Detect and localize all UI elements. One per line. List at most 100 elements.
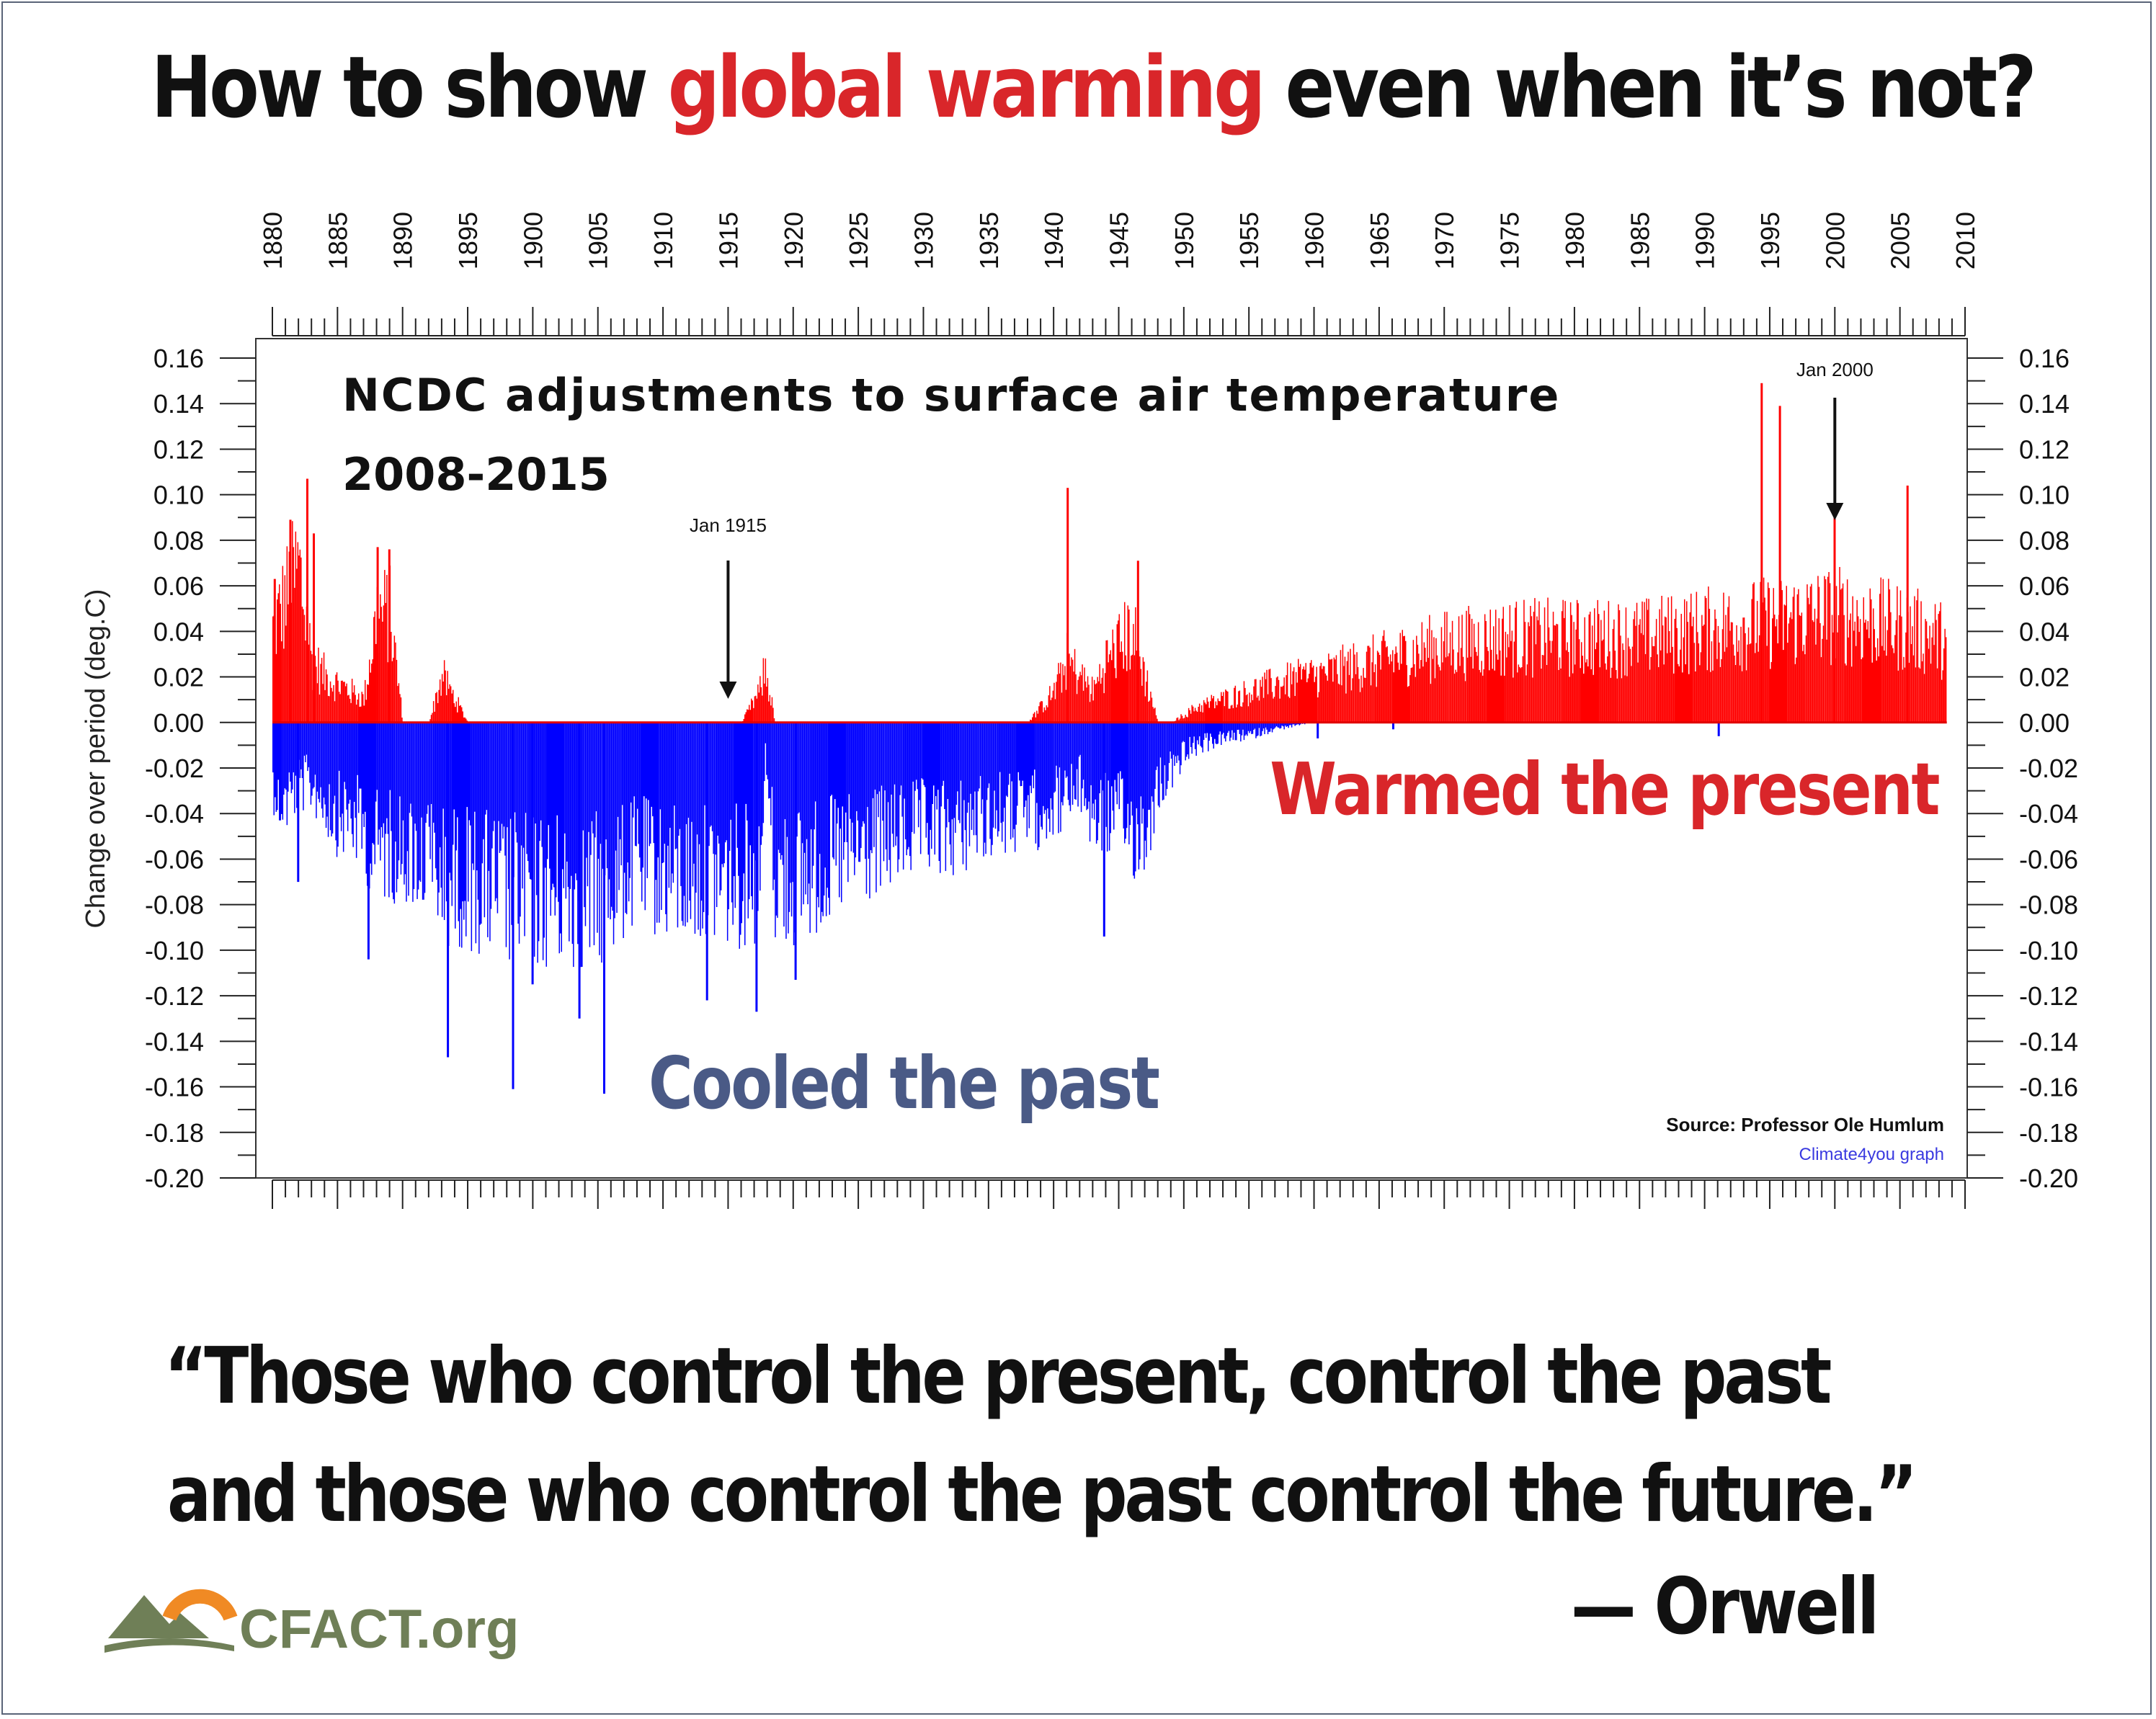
bar-positive	[1903, 656, 1905, 723]
bar-negative	[327, 722, 329, 837]
bar-negative	[543, 722, 545, 938]
bar-negative	[884, 722, 886, 791]
bar-positive	[1581, 642, 1582, 723]
y-tick-label-left: 0.14	[153, 389, 204, 419]
bar-positive	[378, 618, 380, 723]
bar-positive	[359, 707, 360, 723]
bar-negative	[963, 722, 965, 800]
chart-title: NCDC adjustments to surface air temperat…	[342, 369, 1560, 421]
bar-positive	[1275, 686, 1276, 723]
bar-negative	[703, 722, 705, 912]
bar-negative	[410, 722, 411, 804]
bar-positive	[762, 695, 763, 723]
bar-positive	[1447, 656, 1449, 723]
bar-negative	[365, 722, 366, 812]
bar-positive	[1859, 619, 1861, 723]
bar-negative	[277, 722, 278, 811]
bar-positive	[1614, 651, 1616, 723]
bar-negative	[571, 722, 572, 876]
bar-positive	[1453, 674, 1456, 723]
bar-negative	[846, 722, 848, 842]
bar-positive	[1043, 712, 1044, 723]
y-tick-label-right: 0.12	[2019, 434, 2070, 464]
bar-negative	[678, 722, 680, 836]
bar-positive	[1624, 675, 1626, 723]
bar-negative	[1294, 722, 1296, 726]
bar-negative	[481, 722, 484, 864]
bar-positive	[1767, 582, 1769, 723]
bar-negative	[574, 722, 576, 890]
bar-positive	[1118, 620, 1119, 723]
bar-positive	[1592, 625, 1593, 723]
bar-negative	[417, 722, 419, 890]
bar-negative	[1275, 722, 1276, 728]
bar-positive	[1485, 621, 1487, 723]
bar-positive	[1090, 694, 1092, 723]
bar-negative	[507, 722, 509, 889]
bar-positive	[1758, 651, 1759, 723]
bar-positive	[1129, 669, 1131, 723]
bar-positive	[365, 679, 366, 723]
bar-positive	[1500, 650, 1501, 723]
bar-positive	[1420, 660, 1422, 723]
bar-positive	[1182, 718, 1184, 723]
bar-negative	[652, 722, 654, 816]
bar-positive	[1113, 643, 1115, 723]
bar-positive	[1745, 670, 1747, 723]
bar-positive	[1683, 637, 1684, 723]
bar-negative	[888, 722, 890, 860]
bar-positive	[1931, 637, 1933, 723]
bar-positive	[1559, 657, 1561, 723]
bar-positive	[1120, 652, 1121, 723]
bar-positive	[323, 652, 325, 723]
bar-positive	[1255, 679, 1257, 723]
bar-positive	[297, 542, 299, 723]
bar-positive	[1651, 637, 1653, 723]
bar-positive	[1039, 702, 1041, 723]
bar-positive	[1642, 635, 1644, 723]
bar-positive	[1243, 681, 1245, 723]
bar-positive	[1371, 662, 1373, 723]
bar-negative	[689, 722, 690, 901]
bar-positive	[1697, 632, 1698, 723]
bar-positive	[1736, 625, 1737, 723]
bar-positive	[365, 700, 367, 723]
bar-positive	[430, 715, 432, 723]
bar-negative	[940, 722, 943, 807]
bar-positive	[1473, 623, 1475, 723]
bar-positive	[373, 617, 375, 723]
bar-negative	[496, 722, 497, 898]
bar-positive	[1316, 666, 1317, 723]
bar-positive	[1506, 657, 1507, 723]
bar-positive	[1425, 661, 1427, 723]
bar-negative	[1122, 722, 1123, 779]
bar-negative	[636, 722, 638, 809]
bar-negative	[1267, 722, 1269, 735]
bar-positive	[1241, 706, 1243, 723]
bar-positive	[1432, 658, 1434, 723]
bar-negative	[333, 722, 334, 804]
bar-negative	[1282, 722, 1284, 727]
bar-positive	[1386, 646, 1388, 723]
bar-positive	[1311, 660, 1312, 723]
bar-negative	[1152, 722, 1154, 802]
bar-negative	[382, 722, 383, 838]
bar-positive	[401, 718, 403, 723]
bar-negative	[887, 722, 889, 803]
bar-negative	[858, 722, 860, 862]
bar-positive	[1381, 640, 1383, 723]
bar-positive	[1112, 629, 1113, 723]
bar-negative	[1286, 722, 1287, 727]
bar-negative	[468, 722, 469, 902]
bar-positive	[348, 695, 349, 723]
bar-negative	[1288, 722, 1289, 728]
bar-positive	[1790, 612, 1792, 723]
bar-positive	[1502, 618, 1503, 723]
bar-negative	[1034, 722, 1035, 770]
bar-positive	[1841, 588, 1843, 723]
bar-positive	[1069, 666, 1072, 723]
bar-positive	[1344, 656, 1346, 723]
bar-negative	[985, 722, 986, 854]
bar-negative	[1187, 722, 1188, 755]
bar-negative	[739, 722, 740, 949]
